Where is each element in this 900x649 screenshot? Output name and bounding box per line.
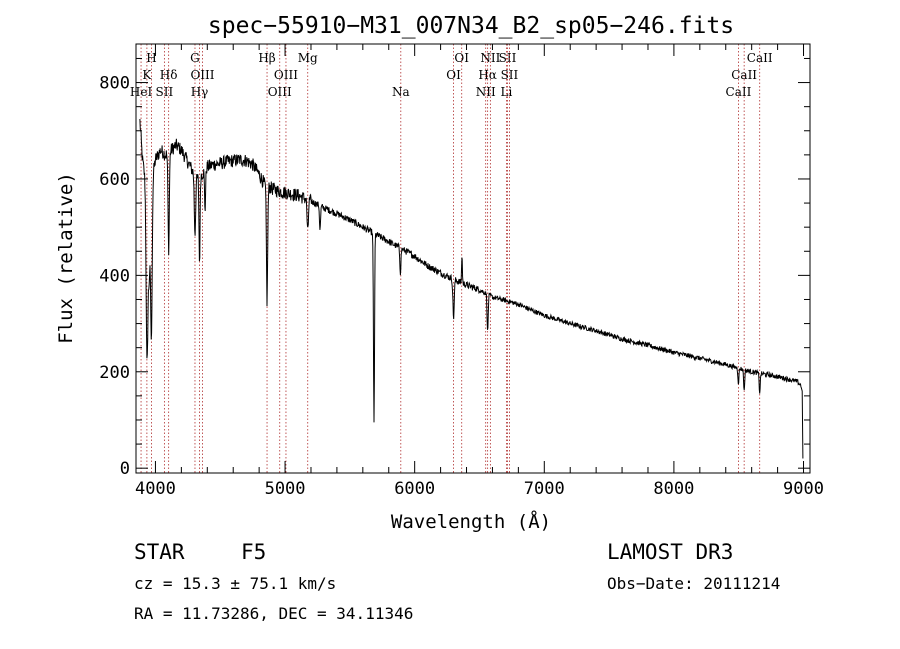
x-axis-label: Wavelength (Å) <box>391 510 551 533</box>
y-axis-label: Flux (relative) <box>55 172 77 344</box>
marker-label-hei: HeI <box>130 85 153 99</box>
marker-label-oi-6363: OI <box>454 51 469 65</box>
marker-label-hbeta: Hβ <box>258 51 275 65</box>
x-axis-ticks: 4000 5000 6000 7000 8000 9000 <box>135 44 824 499</box>
x-tick-label-9000: 9000 <box>783 479 824 499</box>
marker-label-caii-8542: CaII <box>731 68 757 82</box>
marker-label-oiii-4363: OIII <box>190 68 214 82</box>
object-subclass: F5 <box>241 540 267 564</box>
survey-name: LAMOST DR3 <box>607 540 734 564</box>
chart-title: spec−55910−M31_007N34_B2_sp05−246.fits <box>208 13 734 39</box>
marker-label-sii: SII <box>156 85 174 99</box>
marker-label-sii-6731: SII <box>501 68 519 82</box>
marker-label-ca-h: H <box>146 51 156 65</box>
spectrum-line <box>139 118 804 459</box>
x-tick-label-4000: 4000 <box>135 479 176 499</box>
marker-label-oiii-4959: OIII <box>268 85 292 99</box>
marker-label-sii-6716: SII <box>499 51 517 65</box>
marker-label-oi-6300: OI <box>446 68 461 82</box>
marker-label-nii-6584: NII <box>480 51 500 65</box>
x-tick-label-5000: 5000 <box>265 479 306 499</box>
marker-label-caii-8498: CaII <box>726 85 752 99</box>
y-tick-label-200: 200 <box>99 363 130 383</box>
marker-label-nii-6548: NII <box>476 85 496 99</box>
y-tick-label-800: 800 <box>99 74 130 94</box>
observation-date: Obs−Date: 20111214 <box>607 574 781 593</box>
y-tick-label-0: 0 <box>120 459 130 479</box>
coordinates: RA = 11.73286, DEC = 34.11346 <box>134 604 414 623</box>
y-axis-ticks: 0 200 400 600 800 <box>99 57 810 479</box>
marker-label-hdelta: Hδ <box>160 68 178 82</box>
plot-frame <box>135 43 811 474</box>
y-tick-label-400: 400 <box>99 266 130 286</box>
marker-label-mg: Mg <box>298 51 318 65</box>
redshift-velocity: cz = 15.3 ± 75.1 km/s <box>134 574 337 593</box>
marker-label-g: G <box>190 51 200 65</box>
x-tick-label-6000: 6000 <box>394 479 435 499</box>
marker-label-caii-8662: CaII <box>747 51 773 65</box>
x-tick-label-7000: 7000 <box>524 479 565 499</box>
y-tick-label-600: 600 <box>99 170 130 190</box>
x-tick-label-8000: 8000 <box>653 479 694 499</box>
marker-label-li: Li <box>501 85 513 99</box>
spectrum-series <box>139 118 804 459</box>
marker-label-halpha: Hα <box>478 68 497 82</box>
marker-label-ca-k: K <box>142 68 152 82</box>
marker-label-na: Na <box>392 85 410 99</box>
marker-label-oiii-5007: OIII <box>274 68 298 82</box>
object-class: STAR <box>134 540 185 564</box>
marker-label-hgamma: Hγ <box>191 85 209 99</box>
